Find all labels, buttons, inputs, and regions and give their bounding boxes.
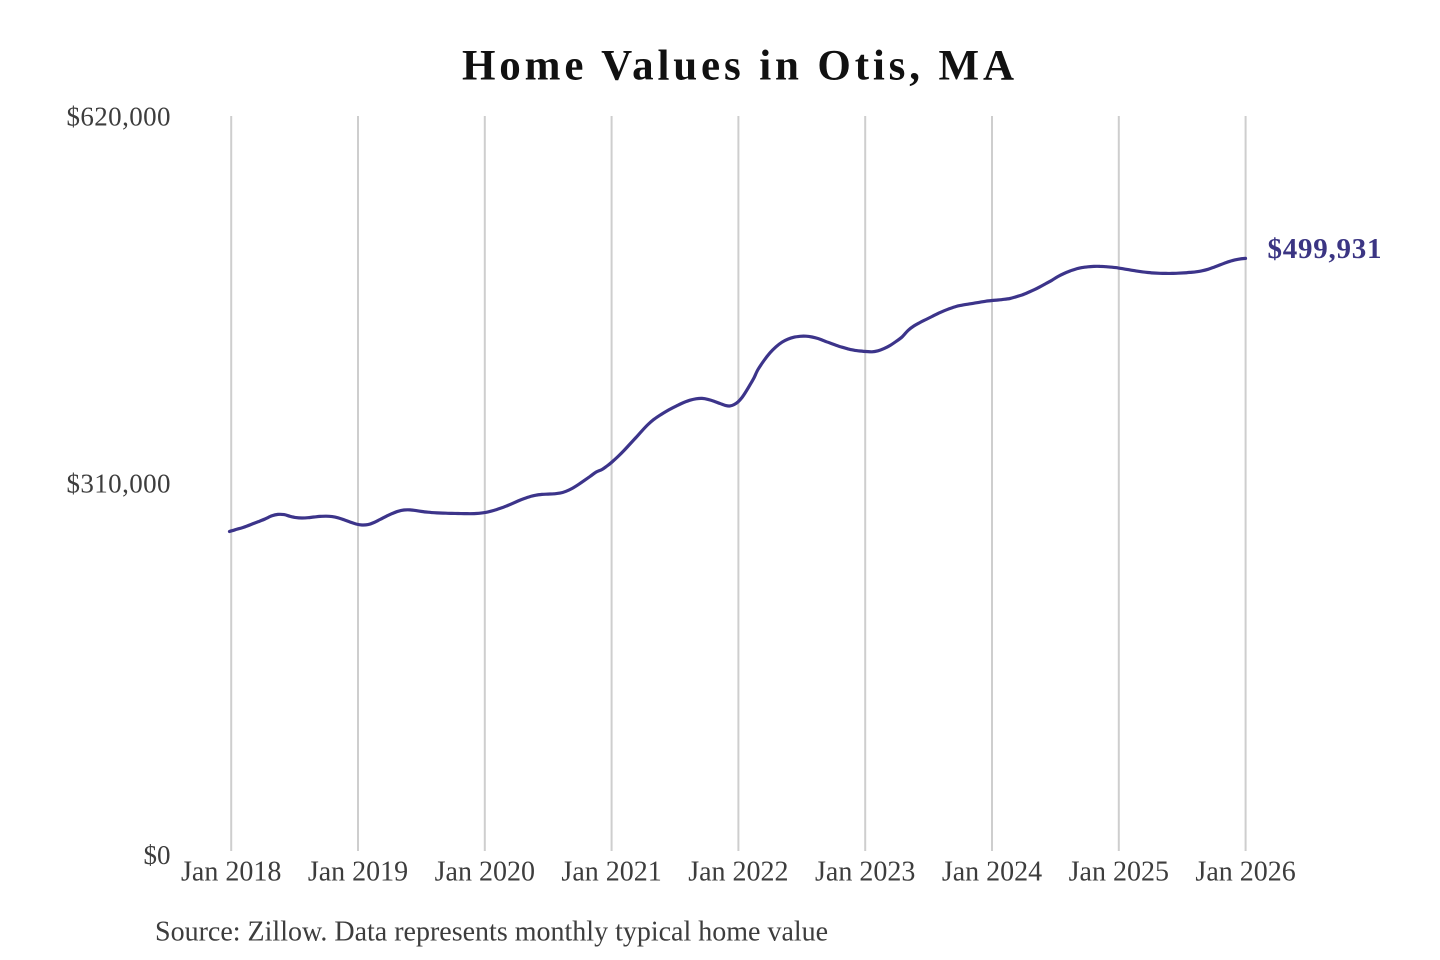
svg-text:$310,000: $310,000 <box>67 469 171 499</box>
svg-text:Jan 2020: Jan 2020 <box>435 857 535 888</box>
svg-text:Home Values in Otis, MA: Home Values in Otis, MA <box>462 43 1014 90</box>
svg-text:Source: Zillow. Data represent: Source: Zillow. Data represents monthly … <box>155 917 828 948</box>
svg-text:Jan 2023: Jan 2023 <box>815 857 915 888</box>
svg-text:Jan 2018: Jan 2018 <box>181 857 281 888</box>
svg-text:$0: $0 <box>144 840 171 870</box>
svg-text:Jan 2019: Jan 2019 <box>308 857 408 888</box>
svg-text:Jan 2025: Jan 2025 <box>1069 857 1169 888</box>
svg-text:Jan 2021: Jan 2021 <box>561 857 661 888</box>
svg-text:$499,931: $499,931 <box>1268 233 1382 265</box>
svg-text:Jan 2024: Jan 2024 <box>942 857 1042 888</box>
svg-text:$620,000: $620,000 <box>67 102 171 132</box>
svg-text:Jan 2026: Jan 2026 <box>1195 857 1295 888</box>
svg-text:Jan 2022: Jan 2022 <box>688 857 788 888</box>
